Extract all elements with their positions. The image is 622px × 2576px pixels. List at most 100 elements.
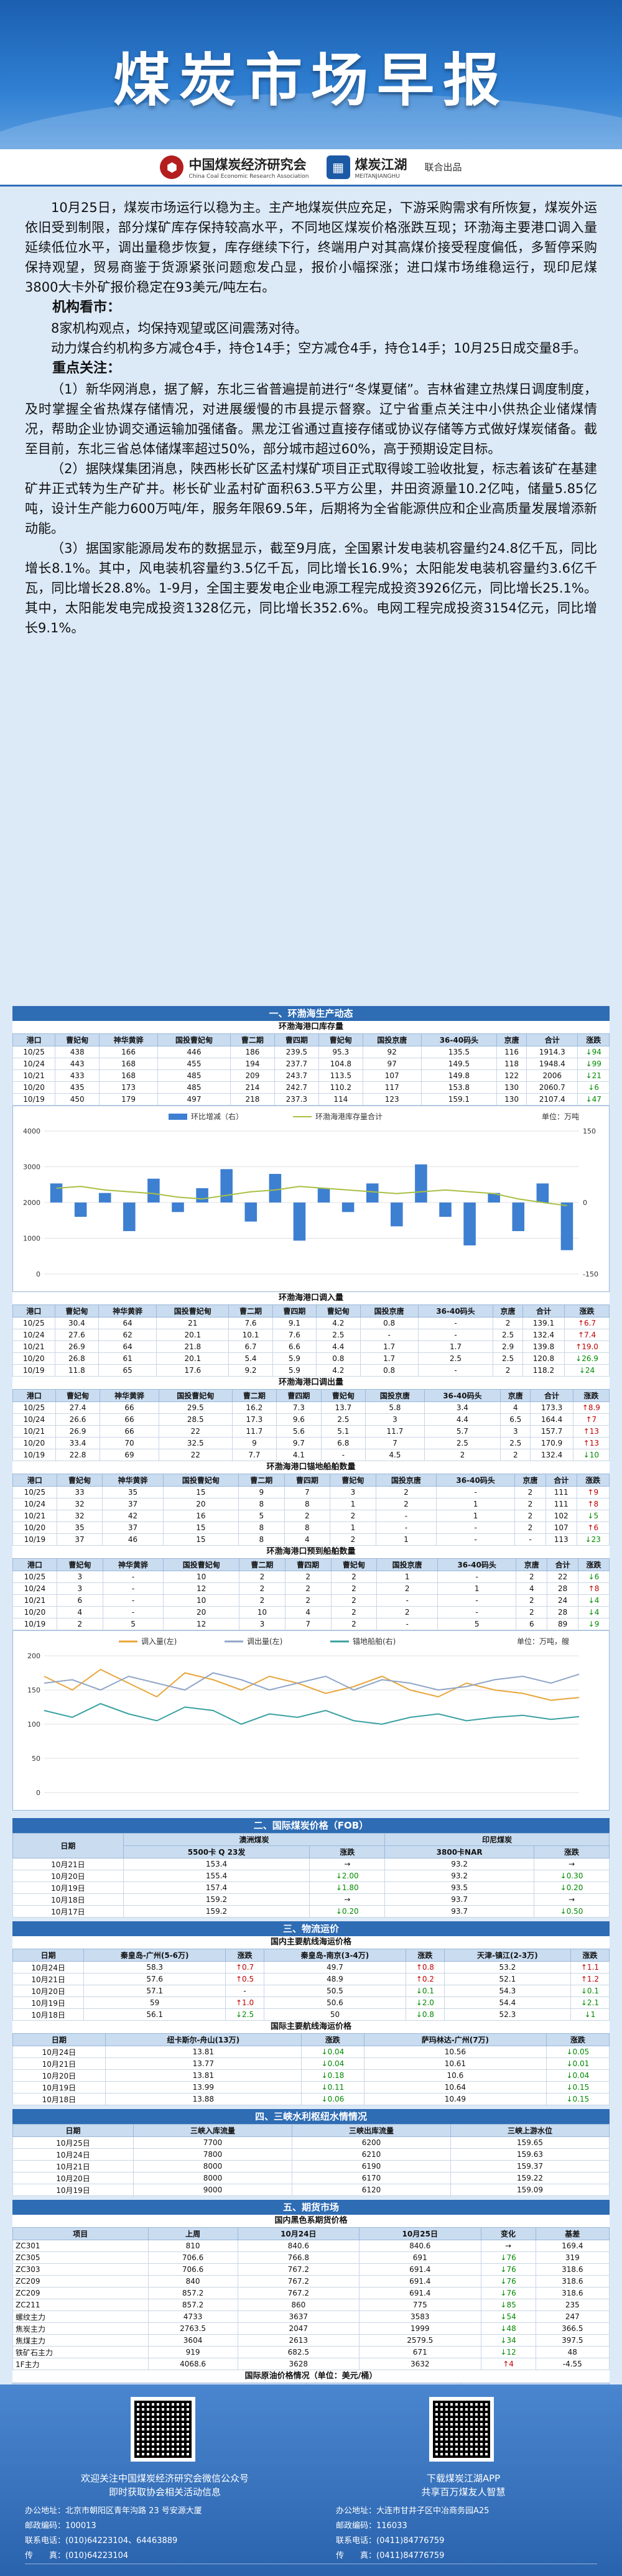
ship-cell: 1 [437, 1582, 517, 1595]
outflow-cell: 5.6 [276, 1425, 322, 1438]
outflow-cell: ↑8.9 [572, 1401, 610, 1414]
anchor-cell: ↓5 [576, 1510, 610, 1522]
anchor-row: 10/19 37 46 15 8 4 2 1- -113 ↓23 [12, 1533, 610, 1546]
outflow-cell: 2 [500, 1449, 531, 1461]
inflow-cell: 26.9 [54, 1341, 100, 1353]
futures-cell: ↓76 [480, 2287, 536, 2299]
y2-tick-label: 150 [583, 1127, 596, 1135]
intl-price-cell: 10月19日 [12, 1881, 124, 1894]
mtjh-zip: 邮政编码：116033 [336, 2521, 407, 2531]
ocean-cell: ↓0.15 [545, 2081, 610, 2094]
outflow-cell: 69 [100, 1449, 159, 1461]
ocean-cell: 13.77 [104, 2057, 302, 2070]
outflow-row: 10/21 26.9 66 22 11.7 5.6 5.1 11.7 5.7 3 157.7 ↑13 [12, 1425, 610, 1438]
inventory-cell: 2006 [526, 1069, 578, 1082]
futures-cell: 2613 [237, 2334, 360, 2347]
section-4-bar: 四、三峡水利枢纽水情情况 [12, 2109, 610, 2124]
intl-price-cell: 93.2 [384, 1858, 535, 1870]
inventory-change-bar [220, 1169, 233, 1203]
inventory-cell: 118 [496, 1058, 527, 1070]
mtjh-fax: 传 真：(0411)84776759 [336, 2551, 445, 2560]
inflow-cell: 11.8 [54, 1364, 100, 1377]
ship-header-6: 曹妃甸 [330, 1558, 378, 1571]
outflow-header-0: 港口 [12, 1389, 56, 1402]
inflow-header-2: 神华黄骅 [98, 1304, 157, 1318]
inflow-table: 港口 曹妃甸 神华黄骅 国投曹妃甸 曹二期 曹四期 曹妃甸 国投京唐 36-40码头 京唐 合计 涨跌… [12, 1304, 610, 1377]
futures-cell: ZC209 [12, 2275, 149, 2287]
futures-cell: 810 [147, 2240, 238, 2252]
outflow-cell: 9.6 [276, 1413, 322, 1426]
outflow-cell: 4 [500, 1401, 531, 1414]
ocean-cell: ↓0.06 [300, 2093, 365, 2105]
ocean-cell: 10月24日 [12, 2046, 106, 2058]
inventory-cell: 10/19 [12, 1093, 56, 1106]
y-tick-label: 150 [27, 1686, 40, 1694]
inventory-cell: 10/25 [12, 1046, 56, 1058]
news-item-1: （1）新华网消息，据了解，东北三省普遍提前进行“冬煤夏储”。吉林省建立热煤日调度… [25, 382, 597, 456]
anchor-cell: - [375, 1521, 437, 1534]
coast-cell: 52.3 [443, 2008, 571, 2021]
ocean-cell: ↓0.18 [300, 2069, 365, 2082]
inflow-cell: 6.7 [228, 1341, 273, 1353]
outflow-cell: 22 [158, 1425, 233, 1438]
outflow-cell: 7.7 [231, 1449, 277, 1461]
inflow-cell: 2.5 [316, 1329, 361, 1341]
inventory-cell: 497 [157, 1093, 231, 1106]
y-tick-label: 200 [27, 1652, 40, 1660]
inventory-cell: 10/21 [12, 1069, 56, 1082]
futures-cell: 3604 [147, 2334, 238, 2347]
ocean-row: 10月18日 13.88 ↓0.06 10.49 ↓0.15 [12, 2093, 610, 2105]
coast-cell: 10月19日 [12, 1997, 85, 2009]
outflow-cell: 26.9 [55, 1425, 101, 1438]
anchor-cell: - [436, 1533, 516, 1546]
outflow-cell: 22.8 [55, 1449, 101, 1461]
ocean-cell: ↓0.04 [300, 2046, 365, 2058]
coast-cell: ↓1 [570, 2008, 610, 2021]
anchor-cell: 2 [375, 1498, 437, 1510]
y-tick-label: 4000 [23, 1127, 40, 1135]
inventory-cell: 97 [362, 1058, 422, 1070]
inflow-row: 10/21 26.9 64 21.8 6.7 6.6 4.4 1.7 1.7 2.9 139.8 ↑1… [12, 1341, 610, 1353]
inventory-row: 10/24 443 168 455 194 237.7 104.8 97 149.5 118 194… [12, 1058, 610, 1070]
futures-table: 项目 上周 10月24日 10月25日 变化 基差 ZC301 810 840.6 840.6 → 1… [12, 2227, 610, 2370]
coast-cell: ↓0.1 [405, 1985, 445, 1997]
three-gorges-cell: 6190 [291, 2160, 451, 2172]
anchor-cell: 1 [330, 1498, 376, 1510]
anchor-cell: - [436, 1521, 516, 1534]
ship-cell: 2 [239, 1594, 285, 1607]
outflow-cell: 7 [365, 1437, 425, 1449]
inflow-header-11: 涨跌 [564, 1304, 610, 1318]
coast-header-1: 秦皇岛-广州(5-6万) [83, 1949, 226, 1962]
futures-cell: 366.5 [535, 2322, 610, 2335]
mtjh-caption-2: 共享百万煤友人智慧 [421, 2486, 506, 2498]
inventory-change-bar [488, 1193, 500, 1203]
ship-cell: 2 [239, 1582, 285, 1595]
anchor-cell: 16 [162, 1510, 239, 1522]
anchor-cell: 2 [514, 1521, 546, 1534]
inventory-cell: 10/20 [12, 1081, 56, 1094]
outflow-cell: 132.4 [530, 1449, 573, 1461]
three-gorges-header-3: 三峡上游水位 [450, 2124, 610, 2137]
intl-price-cell: 159.2 [123, 1893, 310, 1906]
outflow-cell: 29.5 [158, 1401, 233, 1414]
inflow-cell: 10/21 [12, 1341, 55, 1353]
outflow-cell: 4.4 [424, 1413, 501, 1426]
inflow-cell: 21 [156, 1317, 230, 1329]
futures-cell: 焦煤主力 [12, 2334, 149, 2347]
anchor-cell: ↑6 [576, 1521, 610, 1534]
inflow-row: 10/20 26.8 61 20.1 5.4 5.9 0.8 1.7 2.5 2.5 120.8 ↓2… [12, 1352, 610, 1365]
anchor-header-8: 36-40码头 [436, 1474, 516, 1487]
futures-cell: 焦炭主力 [12, 2322, 149, 2335]
inflow-cell: 64 [98, 1317, 157, 1329]
three-gorges-cell: 6210 [291, 2148, 451, 2161]
ocean-table-title: 国际主要航线海运价格 [12, 2021, 610, 2033]
inflow-cell: 1.7 [360, 1352, 419, 1365]
ocean-cell: 10.61 [364, 2057, 547, 2070]
futures-cell: 319 [535, 2251, 610, 2264]
outflow-header-11: 涨跌 [572, 1389, 610, 1402]
inflow-cell: 20.1 [156, 1329, 230, 1341]
coast-cell: 50.6 [264, 1997, 406, 2009]
inventory-cell: 110.2 [318, 1081, 363, 1094]
ocean-cell: 10月18日 [12, 2093, 106, 2105]
outflow-row: 10/24 26.6 66 28.5 17.3 9.6 2.5 3 4.4 6.5 164.4 ↑7 [12, 1413, 610, 1426]
